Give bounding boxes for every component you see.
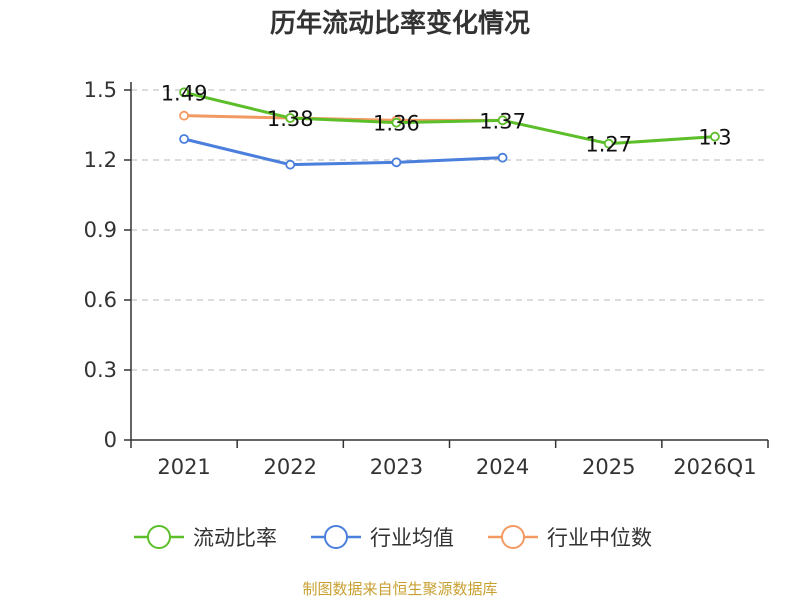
legend[interactable]: 流动比率 行业均值 行业中位数 (134, 525, 652, 550)
x-tick-label: 2025 (582, 455, 635, 479)
series-line (183, 137, 503, 167)
y-tick-label: 0.3 (84, 358, 117, 382)
source-note: 制图数据来自恒生聚源数据库 (302, 580, 497, 598)
legend-label: 流动比率 (193, 526, 277, 550)
x-tick-label: 2022 (264, 455, 317, 479)
data-point (391, 117, 402, 128)
series-line (183, 90, 716, 146)
data-labels: 1.49 1.38 1.36 1.37 1.27 1.3 (161, 81, 732, 156)
data-point (603, 138, 614, 149)
axes: 0 0.3 0.6 0.9 1.2 1.5 2021 2022 2023 2024 2025 2026… (84, 78, 769, 479)
legend-marker (501, 525, 525, 549)
data-label: 1.36 (373, 112, 420, 136)
data-label: 1.27 (585, 133, 632, 157)
chart-title: 历年流动比率变化情况 (270, 8, 530, 39)
data-point (391, 157, 402, 168)
y-tick-label: 1.5 (84, 78, 117, 102)
data-point (179, 110, 189, 121)
data-label: 1.49 (161, 81, 208, 105)
legend-item[interactable]: 流动比率 (134, 525, 277, 550)
x-tick-label: 2026Q1 (673, 455, 756, 479)
legend-item[interactable]: 行业中位数 (488, 525, 652, 550)
y-tick-label: 0.6 (84, 288, 117, 312)
x-tick-label: 2023 (370, 455, 423, 479)
data-point (710, 131, 720, 142)
x-tick-label: 2024 (476, 455, 529, 479)
data-label: 1.38 (267, 107, 314, 131)
legend-label: 行业中位数 (547, 526, 652, 550)
data-point (497, 152, 508, 163)
data-point (285, 113, 296, 123)
legend-marker (147, 525, 171, 549)
y-tick-label: 0.9 (84, 218, 117, 242)
y-tick-label: 1.2 (84, 148, 117, 172)
data-point (179, 134, 189, 144)
data-point (179, 87, 189, 98)
legend-item[interactable]: 行业均值 (311, 525, 454, 550)
data-point (285, 159, 296, 170)
legend-marker (324, 525, 348, 549)
data-label: 1.3 (698, 126, 731, 150)
y-tick-label: 0 (104, 428, 117, 452)
grid (131, 89, 768, 371)
series-layer (179, 87, 720, 170)
data-label: 1.37 (479, 109, 526, 133)
data-point (497, 115, 508, 126)
legend-label: 行业均值 (370, 526, 454, 550)
x-tick-label: 2021 (157, 455, 210, 479)
